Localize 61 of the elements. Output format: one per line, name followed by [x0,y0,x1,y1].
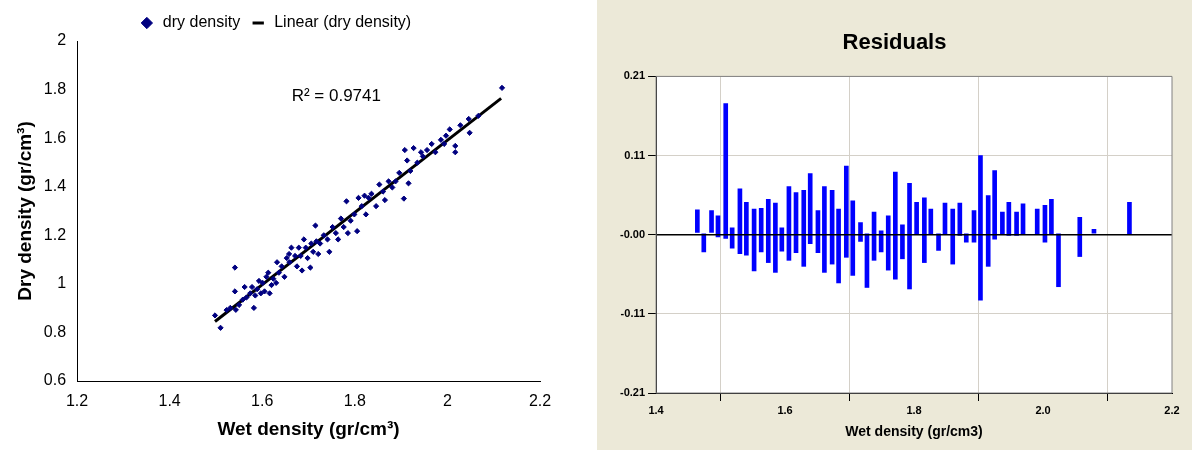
y-tick-label: -0.11 [620,306,646,319]
bar [1056,233,1061,288]
y-tick-label: 1.2 [43,225,67,243]
x-tick-label: 1.4 [158,392,181,410]
bar [978,155,983,301]
y-tick-label: 1.8 [43,79,67,97]
x-tick-label: 2.2 [1164,403,1180,416]
bar [1049,198,1054,235]
y-tick-label: 0.21 [623,69,646,82]
bar [950,208,956,265]
bar [1091,229,1097,234]
bar [907,183,912,290]
x-tick-label: 1.8 [343,392,367,410]
y-tick-label: -0.21 [619,386,646,399]
bar [801,189,807,267]
bar [885,215,891,271]
bar [1077,217,1083,257]
chart-title: Residuals [842,29,947,55]
bar [729,227,735,249]
bar [723,103,729,239]
bar [758,207,764,253]
y-tick-label: 2 [57,31,67,49]
legend-label: dry density [162,13,241,31]
y-axis-title: Dry density (gr/cm³) [13,121,35,301]
x-axis-title: Wet density (gr/cm3) [845,423,983,440]
y-tick-label: 0.8 [43,322,67,340]
bar [709,210,714,233]
annotation: R² = 0.9741 [291,85,381,105]
bar [807,173,813,245]
bar [773,202,778,273]
bar [822,186,827,273]
bar [1000,211,1005,235]
x-tick-label: 1.6 [777,403,793,416]
bar [858,222,863,242]
bar [1127,201,1132,235]
bar [893,171,898,280]
bar [936,233,941,251]
bar [701,233,707,253]
x-tick-label: 2.2 [528,392,552,410]
bar [765,198,771,263]
y-tick-label: -0.00 [619,227,646,240]
x-tick-label: 1.8 [906,403,922,416]
bar [744,201,749,256]
bar [695,209,700,233]
bar [957,202,963,236]
legend-label: Linear (dry density) [274,13,412,31]
bar [900,224,905,260]
x-tick-label: 1.6 [251,392,274,410]
bar [1034,208,1040,235]
bar [1014,211,1019,236]
bar [914,201,919,235]
x-axis-title: Wet density (gr/cm³) [217,417,400,439]
y-tick-label: 1.4 [43,177,67,195]
bar [836,208,841,284]
x-tick-label: 1.4 [648,403,665,416]
y-tick-label: 1.6 [43,128,67,146]
y-tick-label: 0.11 [624,148,646,161]
x-tick-label: 2 [442,392,452,410]
y-tick-label: 0.6 [43,371,67,389]
x-tick-label: 2.0 [1035,403,1051,416]
y-tick-label: 1 [57,274,67,292]
